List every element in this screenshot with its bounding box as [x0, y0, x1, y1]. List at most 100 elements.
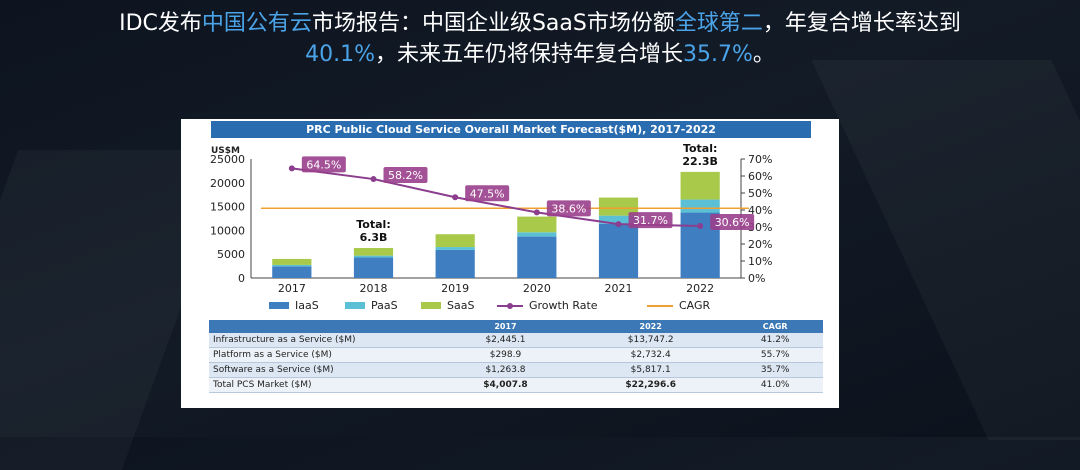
legend-swatch-saas	[421, 302, 441, 309]
y-tick-label: 0	[238, 272, 245, 285]
row-label: Software as a Service ($M)	[209, 362, 437, 378]
growth-rate-label-box	[301, 156, 346, 173]
cell-cagr: 41.2%	[727, 333, 823, 348]
x-tick-label: 2018	[360, 282, 388, 295]
headline-highlight: 40.1%	[305, 42, 375, 67]
bar-paas	[598, 215, 639, 224]
headline-highlight: 35.7%	[683, 42, 753, 67]
growth-rate-label-box	[465, 185, 510, 202]
bar-iaas	[272, 266, 312, 278]
legend-swatch-paas	[345, 302, 365, 309]
cell-2017: $2,445.1	[437, 333, 574, 348]
growth-rate-point	[288, 165, 295, 172]
legend-label: IaaS	[295, 299, 319, 312]
y-tick-label: 25000	[210, 153, 245, 166]
growth-rate-label-box	[710, 213, 755, 230]
bar-saas	[517, 216, 557, 233]
x-tick-label: 2021	[605, 282, 633, 295]
cell-2022: $13,747.2	[573, 333, 728, 348]
bar-paas	[517, 232, 557, 237]
bar-iaas	[598, 223, 639, 278]
x-tick-label: 2019	[441, 282, 469, 295]
y2-tick-label: 50%	[748, 187, 772, 200]
bar-saas	[680, 171, 720, 200]
bar-paas	[272, 264, 312, 267]
total-annotation-title: Total:	[683, 142, 717, 155]
legend-marker-growth-rate	[507, 303, 513, 309]
headline-highlight: 中国公有云	[201, 11, 312, 36]
bar-iaas	[353, 257, 394, 278]
cell-2022: $22,296.6	[573, 377, 728, 393]
cell-2017: $298.9	[437, 347, 574, 363]
bar-saas	[353, 248, 394, 256]
headline-part: IDC发布	[119, 11, 202, 36]
growth-rate-label-box	[383, 167, 428, 184]
growth-rate-point	[697, 222, 704, 229]
row-label: Total PCS Market ($M)	[209, 377, 437, 393]
y-axis-label: US$M	[211, 146, 240, 156]
y2-tick-label: 40%	[748, 204, 772, 217]
table-header-row: 2017 2022 CAGR	[209, 320, 823, 333]
table-header: 2022	[573, 320, 728, 333]
bar-paas	[353, 255, 394, 258]
bar-paas	[435, 247, 475, 250]
growth-rate-label: 47.5%	[470, 187, 505, 200]
cell-cagr: 41.0%	[727, 377, 823, 393]
y2-tick-label: 10%	[748, 255, 772, 268]
bar-iaas	[435, 249, 475, 278]
total-annotation-title: Total:	[356, 218, 390, 231]
table-header	[209, 320, 437, 333]
growth-rate-label: 30.6%	[715, 216, 750, 229]
table-row: Software as a Service ($M) $1,263.8 $5,8…	[209, 362, 823, 378]
growth-rate-label: 58.2%	[388, 169, 423, 182]
growth-rate-label-box	[546, 200, 591, 217]
bar-paas	[680, 199, 720, 213]
y-tick-label: 15000	[210, 201, 245, 214]
growth-rate-label-box	[628, 212, 673, 229]
growth-rate-label: 64.5%	[306, 158, 341, 171]
y2-tick-label: 60%	[748, 170, 772, 183]
growth-rate-label: 31.7%	[633, 214, 668, 227]
legend-label: SaaS	[447, 299, 474, 312]
bar-saas	[272, 258, 312, 265]
table-row: Total PCS Market ($M) $4,007.8 $22,296.6…	[209, 377, 823, 393]
chart-panel: PRC Public Cloud Service Overall Market …	[181, 119, 839, 408]
total-annotation-value: 6.3B	[360, 231, 388, 244]
bar-saas	[435, 234, 475, 248]
row-label: Infrastructure as a Service ($M)	[209, 333, 437, 348]
chart-title: PRC Public Cloud Service Overall Market …	[211, 121, 811, 138]
cell-2017: $1,263.8	[437, 362, 574, 378]
background-shard	[811, 60, 1080, 440]
y-tick-label: 20000	[210, 177, 245, 190]
row-label: Platform as a Service ($M)	[209, 347, 437, 363]
legend-swatch-iaas	[269, 302, 289, 309]
y-tick-label: 10000	[210, 224, 245, 237]
headline: IDC发布中国公有云市场报告：中国企业级SaaS市场份额全球第二，年复合增长率达…	[0, 8, 1080, 70]
headline-part: ，年复合增长率达到	[762, 11, 961, 36]
headline-highlight: 全球第二	[674, 11, 763, 36]
growth-rate-point	[370, 176, 377, 183]
cell-2022: $5,817.1	[573, 362, 728, 378]
headline-part: 。	[752, 42, 775, 67]
bar-saas	[598, 197, 639, 216]
cell-2022: $2,732.4	[573, 347, 728, 363]
table-row: Infrastructure as a Service ($M) $2,445.…	[209, 333, 823, 348]
y2-tick-label: 20%	[748, 238, 772, 251]
cell-2017: $4,007.8	[437, 377, 574, 393]
y-tick-label: 5000	[217, 248, 245, 261]
growth-rate-point	[533, 209, 540, 216]
growth-rate-point	[452, 194, 459, 201]
legend-label: PaaS	[371, 299, 398, 312]
table-row: Platform as a Service ($M) $298.9 $2,732…	[209, 347, 823, 363]
x-tick-label: 2017	[278, 282, 306, 295]
growth-rate-point	[615, 221, 622, 228]
growth-rate-label: 38.6%	[551, 202, 586, 215]
table-header: CAGR	[727, 320, 823, 333]
table-header: 2017	[437, 320, 574, 333]
y2-tick-label: 70%	[748, 153, 772, 166]
headline-part: 市场报告：中国企业级SaaS市场份额	[311, 11, 675, 36]
cell-cagr: 55.7%	[727, 347, 823, 363]
x-tick-label: 2020	[523, 282, 551, 295]
total-annotation-value: 22.3B	[682, 155, 718, 168]
